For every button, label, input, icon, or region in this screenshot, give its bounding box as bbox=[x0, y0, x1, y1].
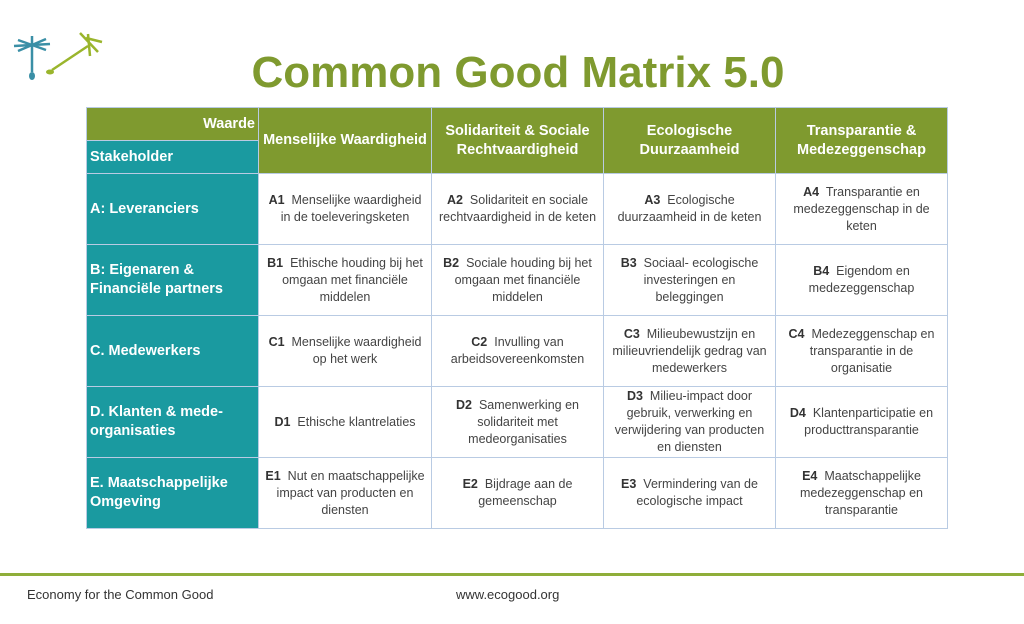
matrix-cell: D3 Milieu-impact door gebruik, verwerkin… bbox=[603, 386, 776, 458]
cell-code: A3 bbox=[644, 193, 661, 207]
matrix-cell: A4 Transparantie en medezeggenschap in d… bbox=[775, 173, 948, 245]
cell-text: Nut en maatschappelijke impact van produ… bbox=[276, 468, 425, 517]
waarde-header: Waarde bbox=[86, 107, 259, 141]
cell-text: Menselijke waardigheid op het werk bbox=[291, 335, 422, 366]
cell-text: Vermindering van de ecologische impact bbox=[636, 477, 758, 508]
matrix-row: B: Eigenaren & Financiële partners B1 Eth… bbox=[86, 244, 948, 316]
cell-code: D4 bbox=[789, 406, 806, 420]
common-good-matrix: Waarde Menselijke Waardigheid Solidarite… bbox=[86, 107, 948, 529]
cell-text: Milieubewustzijn en milieuvriendelijk ge… bbox=[612, 326, 767, 375]
matrix-cell: C3 Milieubewustzijn en milieuvriendelijk… bbox=[603, 315, 776, 387]
cell-text: Solidariteit en sociale rechtvaardigheid… bbox=[438, 193, 597, 224]
footer-org-name: Economy for the Common Good bbox=[27, 587, 214, 602]
cell-code: C1 bbox=[268, 335, 285, 349]
matrix-cell: E3 Vermindering van de ecologische impac… bbox=[603, 457, 776, 529]
page-title: Common Good Matrix 5.0 bbox=[251, 48, 785, 97]
value-header: Solidariteit & Sociale Rechtvaardigheid bbox=[431, 107, 604, 174]
cell-code: B2 bbox=[443, 255, 460, 270]
cell-code: C2 bbox=[471, 335, 488, 349]
matrix-cell: E1 Nut en maatschappelijke impact van pr… bbox=[258, 457, 432, 529]
matrix-cell: B1 Ethische houding bij het omgaan met f… bbox=[258, 244, 432, 316]
value-header: Transparantie & Medezeggenschap bbox=[775, 107, 948, 174]
stakeholder-label: B: Eigenaren & Financiële partners bbox=[86, 244, 259, 316]
cell-code: B1 bbox=[267, 255, 284, 270]
cell-code: E3 bbox=[621, 477, 637, 491]
matrix-cell: C1 Menselijke waardigheid op het werk bbox=[258, 315, 432, 387]
cell-code: B3 bbox=[620, 255, 637, 270]
matrix-cell: B4 Eigendom en medezeggenschap bbox=[775, 244, 948, 316]
matrix-cell: C4 Medezeggenschap en transparantie in d… bbox=[775, 315, 948, 387]
footer-divider bbox=[0, 573, 1024, 576]
matrix-cell: D4 Klantenparticipatie en producttranspa… bbox=[775, 386, 948, 458]
matrix-row: E. Maatschappelijke Omgeving E1 Nut en ma… bbox=[86, 457, 948, 529]
cell-text: Ecologische duurzaamheid in de keten bbox=[617, 193, 762, 224]
cell-text: Sociaal- ecologische investeringen en be… bbox=[643, 255, 759, 304]
value-header: Ecologische Duurzaamheid bbox=[603, 107, 776, 174]
cell-code: C3 bbox=[623, 326, 640, 341]
cell-text: Ethische klantrelaties bbox=[297, 414, 416, 429]
cell-text: Bijdrage aan de gemeenschap bbox=[478, 477, 573, 508]
cell-code: A4 bbox=[803, 184, 820, 199]
cell-text: Eigendom en medezeggenschap bbox=[808, 264, 915, 295]
matrix-cell: D1 Ethische klantrelaties bbox=[258, 386, 432, 458]
ecogood-logo-icon bbox=[13, 32, 103, 80]
matrix-cell: A3 Ecologische duurzaamheid in de keten bbox=[603, 173, 776, 245]
cell-text: Menselijke waardigheid in de toelevering… bbox=[280, 193, 422, 224]
matrix-cell: B3 Sociaal- ecologische investeringen en… bbox=[603, 244, 776, 316]
value-header: Menselijke Waardigheid bbox=[258, 107, 432, 174]
cell-text: Ethische houding bij het omgaan met fina… bbox=[282, 255, 423, 304]
matrix-row: C. Medewerkers C1 Menselijke waardigheid … bbox=[86, 315, 948, 387]
matrix-cell: E2 Bijdrage aan de gemeenschap bbox=[431, 457, 604, 529]
matrix-row: A: Leveranciers A1 Menselijke waardigheid… bbox=[86, 173, 948, 245]
matrix-row: D. Klanten & mede-organisaties D1 Ethisch… bbox=[86, 386, 948, 458]
stakeholder-label: C. Medewerkers bbox=[86, 315, 259, 387]
cell-code: A1 bbox=[268, 193, 285, 207]
cell-text: Sociale houding bij het omgaan met finan… bbox=[454, 255, 592, 304]
matrix-cell: A2 Solidariteit en sociale rechtvaardigh… bbox=[431, 173, 604, 245]
cell-text: Transparantie en medezeggenschap in de k… bbox=[793, 184, 930, 233]
stakeholder-header: Stakeholder bbox=[86, 140, 259, 174]
stakeholder-label: A: Leveranciers bbox=[86, 173, 259, 245]
cell-text: Invulling van arbeidsovereenkomsten bbox=[450, 335, 585, 366]
cell-code: D3 bbox=[626, 389, 643, 403]
matrix-cell: B2 Sociale houding bij het omgaan met fi… bbox=[431, 244, 604, 316]
matrix-cell: D2 Samenwerking en solidariteit met mede… bbox=[431, 386, 604, 458]
cell-code: C4 bbox=[788, 326, 805, 341]
matrix-cell: A1 Menselijke waardigheid in de toelever… bbox=[258, 173, 432, 245]
cell-text: Medezeggenschap en transparantie in de o… bbox=[809, 326, 935, 375]
footer-website-link[interactable]: www.ecogood.org bbox=[456, 587, 560, 602]
cell-code: D2 bbox=[456, 397, 472, 412]
cell-text: Maatschappelijke medezeggenschap en tran… bbox=[799, 468, 923, 517]
matrix-cell: E4 Maatschappelijke medezeggenschap en t… bbox=[775, 457, 948, 529]
stakeholder-label: E. Maatschappelijke Omgeving bbox=[86, 457, 259, 529]
cell-code: D1 bbox=[274, 414, 291, 429]
matrix-cell: C2 Invulling van arbeidsovereenkomsten bbox=[431, 315, 604, 387]
cell-code: E2 bbox=[462, 477, 478, 491]
cell-code: B4 bbox=[813, 264, 830, 278]
cell-text: Milieu-impact door gebruik, verwerking e… bbox=[614, 389, 765, 454]
cell-text: Samenwerking en solidariteit met medeorg… bbox=[468, 397, 579, 446]
cell-code: E4 bbox=[802, 468, 818, 483]
cell-code: A2 bbox=[446, 193, 463, 207]
cell-code: E1 bbox=[265, 468, 281, 483]
stakeholder-label: D. Klanten & mede-organisaties bbox=[86, 386, 259, 458]
cell-text: Klantenparticipatie en producttransparan… bbox=[804, 406, 934, 437]
